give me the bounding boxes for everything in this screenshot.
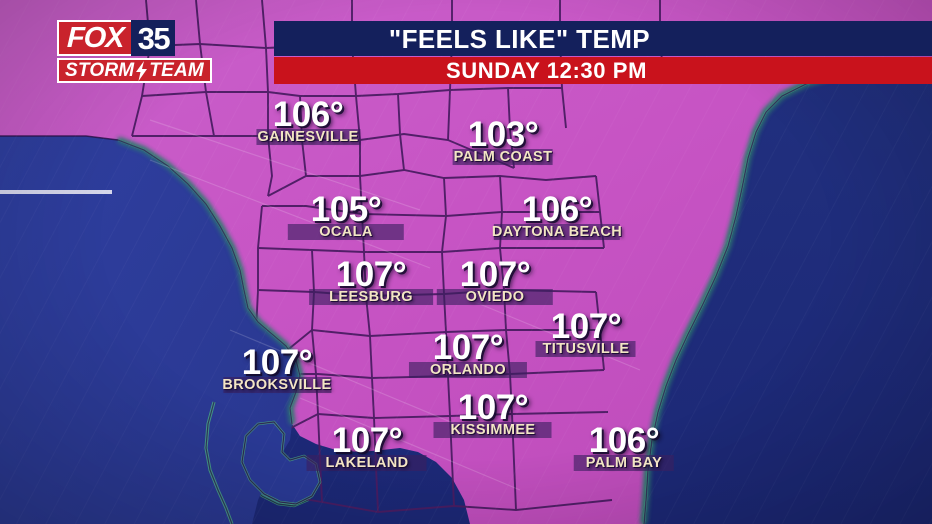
city-name-wrap: PALM COAST	[453, 148, 553, 166]
city-temp-label: 106° PALM BAY	[573, 421, 674, 472]
city-name-backdrop	[306, 454, 427, 471]
city-name-wrap: OVIEDO	[437, 288, 553, 306]
water-mask	[0, 58, 932, 524]
city-temp-label: 103° PALM COAST	[453, 115, 553, 166]
temperature-value: 106°	[272, 95, 344, 134]
city-name-wrap: DAYTONA BEACH	[492, 223, 622, 241]
temperature-value: 107°	[457, 388, 529, 427]
city-name: DAYTONA BEACH	[491, 223, 623, 240]
gulf-marker-line	[0, 190, 112, 194]
logo-top-row: FOX 35	[57, 20, 212, 56]
city-name-backdrop	[222, 376, 331, 393]
temperature-value: 106°	[521, 190, 593, 229]
city-name-backdrop	[437, 288, 553, 305]
city-name: OVIEDO	[465, 288, 525, 305]
temperature-value: 107°	[335, 255, 407, 294]
city-name-backdrop	[433, 421, 552, 438]
city-temp-label: 107° LEESBURG	[308, 255, 433, 306]
temperature-value: 107°	[550, 307, 622, 346]
city-name: BROOKSVILLE	[222, 376, 332, 393]
city-name-wrap: PALM BAY	[573, 454, 674, 472]
state-outline	[0, 135, 119, 141]
city-name-backdrop	[453, 148, 553, 165]
temperature-value: 107°	[459, 255, 531, 294]
city-name-backdrop	[573, 454, 674, 471]
city-temp-label: 107° ORLANDO	[408, 328, 527, 379]
city-name-wrap: OCALA	[288, 223, 404, 241]
coastline-accent	[117, 63, 873, 524]
city-name-backdrop	[535, 340, 636, 357]
city-name-wrap: LAKELAND	[306, 454, 427, 472]
temperature-value: 106°	[588, 421, 660, 460]
radar-streaks	[149, 119, 641, 491]
temperature-value: 107°	[331, 421, 403, 460]
banner-title-text: "FEELS LIKE" TEMP	[388, 23, 650, 54]
city-temp-label: 107° LAKELAND	[306, 421, 427, 472]
storm-word: STORM	[65, 60, 135, 81]
temperature-value: 107°	[241, 343, 313, 382]
city-name-backdrop	[408, 361, 527, 378]
city-temp-label: 107° KISSIMMEE	[433, 388, 552, 439]
channel-number: 35	[137, 20, 171, 56]
temperature-value: 107°	[432, 328, 504, 367]
city-name: LAKELAND	[325, 454, 409, 471]
tampa-bay-detail	[204, 401, 322, 524]
city-name: PALM BAY	[585, 454, 663, 471]
city-name: LEESBURG	[329, 288, 413, 305]
temperature-value: 103°	[467, 115, 539, 154]
channel-number-box: 35	[130, 20, 176, 56]
city-temp-label: 105° OCALA	[288, 190, 404, 241]
city-name-backdrop	[493, 223, 620, 240]
fox35-storm-team-logo: FOX 35 STORM TEAM	[57, 20, 212, 83]
city-name: OCALA	[319, 223, 373, 240]
banner-subtitle-text: SUNDAY 12:30 PM	[446, 57, 647, 83]
city-name-wrap: TITUSVILLE	[535, 340, 636, 358]
city-name: TITUSVILLE	[542, 340, 630, 357]
city-name-wrap: KISSIMMEE	[433, 421, 552, 439]
banner-subtitle-bar: SUNDAY 12:30 PM	[274, 57, 932, 84]
team-word: TEAM	[149, 60, 204, 81]
city-name: KISSIMMEE	[450, 421, 536, 438]
city-name-backdrop	[256, 128, 360, 145]
city-name: PALM COAST	[453, 148, 553, 165]
city-name-wrap: ORLANDO	[408, 361, 527, 379]
city-temp-label: 106° GAINESVILLE	[256, 95, 360, 146]
city-name-backdrop	[288, 223, 404, 240]
title-banner: "FEELS LIKE" TEMP SUNDAY 12:30 PM	[274, 21, 932, 84]
banner-title-bar: "FEELS LIKE" TEMP	[274, 21, 932, 56]
lightning-bolt-icon	[136, 60, 148, 81]
city-name-backdrop	[308, 288, 433, 305]
city-name: GAINESVILLE	[257, 128, 359, 145]
city-name-wrap: BROOKSVILLE	[222, 376, 331, 394]
city-temp-label: 106° DAYTONA BEACH	[492, 192, 622, 241]
fox-wordmark: FOX	[66, 21, 125, 54]
city-temp-label: 107° BROOKSVILLE	[222, 345, 331, 394]
temperature-value: 105°	[310, 190, 382, 229]
city-name: ORLANDO	[429, 361, 507, 378]
city-temp-label: 107° OVIEDO	[437, 255, 553, 306]
city-temp-label: 107° TITUSVILLE	[535, 307, 636, 358]
city-name-wrap: LEESBURG	[308, 288, 433, 306]
storm-team-bar: STORM TEAM	[57, 58, 212, 83]
fox-network-box: FOX	[57, 20, 131, 56]
city-name-wrap: GAINESVILLE	[256, 128, 360, 146]
